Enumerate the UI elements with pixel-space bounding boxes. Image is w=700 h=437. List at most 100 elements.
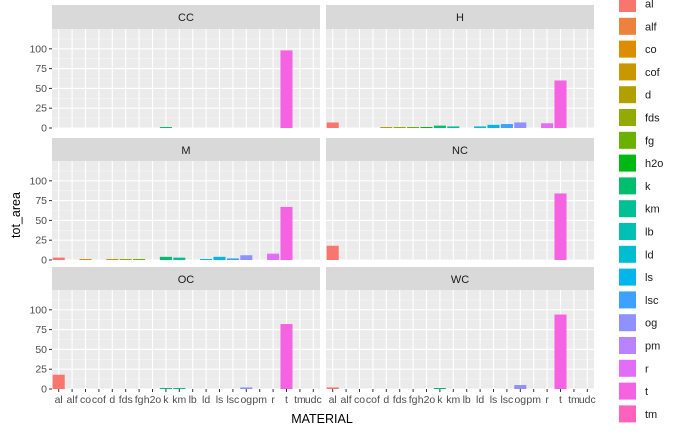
bar-m-km bbox=[173, 257, 186, 260]
facet-strip-cc bbox=[52, 5, 320, 29]
bar-m-k bbox=[159, 256, 172, 260]
x-tick-label: alf bbox=[67, 394, 78, 406]
y-tick-label: 50 bbox=[35, 83, 47, 95]
y-tick-label: 0 bbox=[41, 123, 47, 135]
legend-label: t bbox=[645, 386, 648, 398]
x-tick-label: tm bbox=[294, 394, 306, 406]
y-tick-label: 100 bbox=[29, 43, 47, 55]
bar-oc-og bbox=[240, 387, 253, 389]
bar-m-al bbox=[52, 257, 65, 260]
bar-m-og bbox=[240, 255, 253, 260]
bar-nc-al bbox=[326, 245, 339, 260]
x-tick-label: r bbox=[545, 394, 549, 406]
facet-strip-wc bbox=[326, 267, 594, 291]
y-tick-label: 0 bbox=[41, 255, 47, 267]
bar-m-ls bbox=[213, 256, 226, 260]
legend-label: d bbox=[645, 90, 651, 102]
x-tick-label: t bbox=[559, 394, 562, 406]
bar-h-og bbox=[514, 122, 527, 128]
legend-key-og bbox=[619, 314, 636, 332]
facet-label: M bbox=[181, 145, 190, 157]
bar-m-lsc bbox=[226, 258, 239, 260]
x-tick-label: d bbox=[109, 394, 115, 406]
legend-key-h2o bbox=[619, 154, 636, 172]
legend-label: ld bbox=[645, 249, 654, 261]
bar-m-fds bbox=[119, 259, 132, 260]
bar-m-t bbox=[280, 206, 293, 260]
x-tick-label: km bbox=[446, 394, 460, 406]
x-tick-label: ls bbox=[490, 394, 498, 406]
x-tick-label: ld bbox=[202, 394, 210, 406]
x-tick-label: al bbox=[55, 394, 63, 406]
legend-key-r bbox=[619, 359, 636, 377]
bar-wc-t bbox=[554, 314, 567, 389]
legend-key-ls bbox=[619, 268, 636, 286]
facet-label: CC bbox=[178, 12, 194, 24]
bar-cc-k bbox=[159, 127, 172, 128]
legend-key-al bbox=[619, 0, 636, 12]
y-tick-label: 50 bbox=[35, 344, 47, 356]
legend-key-fds bbox=[619, 109, 636, 126]
x-tick-label: km bbox=[172, 394, 186, 406]
legend-label: og bbox=[645, 318, 657, 330]
bar-m-d bbox=[106, 259, 119, 260]
y-tick-label: 100 bbox=[29, 175, 47, 187]
legend-key-pm bbox=[619, 337, 636, 354]
x-tick-label: pm bbox=[252, 394, 267, 406]
bar-h-r bbox=[541, 123, 554, 128]
y-tick-label: 0 bbox=[41, 384, 47, 396]
legend-key-km bbox=[619, 200, 636, 218]
x-tick-label: h2o bbox=[418, 394, 436, 406]
bar-h-k bbox=[433, 125, 446, 128]
y-tick-label: 25 bbox=[35, 235, 47, 247]
legend-key-cof bbox=[619, 63, 636, 81]
bar-oc-km bbox=[173, 388, 186, 389]
bar-h-fg bbox=[407, 127, 420, 128]
legend-label: co bbox=[645, 44, 657, 56]
y-tick-label: 100 bbox=[29, 304, 47, 316]
x-tick-label: og bbox=[240, 394, 252, 406]
bar-h-al bbox=[326, 122, 339, 128]
x-tick-label: udc bbox=[305, 394, 322, 406]
bar-h-t bbox=[554, 80, 567, 128]
facet-label: OC bbox=[178, 274, 195, 286]
x-tick-label: tm bbox=[568, 394, 580, 406]
x-tick-label: co bbox=[80, 394, 91, 406]
x-tick-label: og bbox=[514, 394, 526, 406]
bar-h-d bbox=[380, 127, 393, 128]
legend-label: ls bbox=[645, 272, 653, 284]
legend-key-co bbox=[619, 40, 636, 58]
legend-label: cof bbox=[645, 67, 661, 79]
legend-key-lsc bbox=[619, 291, 636, 309]
legend-key-ld bbox=[619, 245, 636, 263]
x-axis-title: MATERIAL bbox=[291, 412, 353, 426]
bar-wc-og bbox=[514, 385, 527, 389]
legend-key-d bbox=[619, 86, 636, 104]
legend-label: fg bbox=[645, 135, 654, 147]
y-tick-label: 50 bbox=[35, 215, 47, 227]
x-tick-label: alf bbox=[341, 394, 352, 406]
bar-wc-k bbox=[433, 388, 446, 389]
legend-label: lb bbox=[645, 227, 654, 239]
facet-strip-nc bbox=[326, 138, 594, 162]
x-tick-label: cof bbox=[92, 394, 106, 406]
legend-label: k bbox=[645, 181, 651, 193]
bar-h-fds bbox=[393, 127, 406, 128]
bar-oc-t bbox=[280, 324, 293, 389]
x-tick-label: cof bbox=[366, 394, 380, 406]
x-tick-label: fg bbox=[135, 394, 144, 406]
bar-h-lsc bbox=[500, 124, 513, 128]
bar-h-ld bbox=[474, 126, 487, 128]
y-tick-label: 75 bbox=[35, 195, 47, 207]
x-tick-label: ld bbox=[476, 394, 484, 406]
y-axis-title: tot_area bbox=[9, 192, 23, 238]
x-tick-label: k bbox=[163, 394, 169, 406]
bar-h-ls bbox=[487, 124, 500, 128]
x-tick-label: r bbox=[271, 394, 275, 406]
facet-strip-m bbox=[52, 138, 320, 162]
x-tick-label: fds bbox=[119, 394, 133, 406]
x-tick-label: k bbox=[437, 394, 443, 406]
facet-label: NC bbox=[452, 145, 468, 157]
